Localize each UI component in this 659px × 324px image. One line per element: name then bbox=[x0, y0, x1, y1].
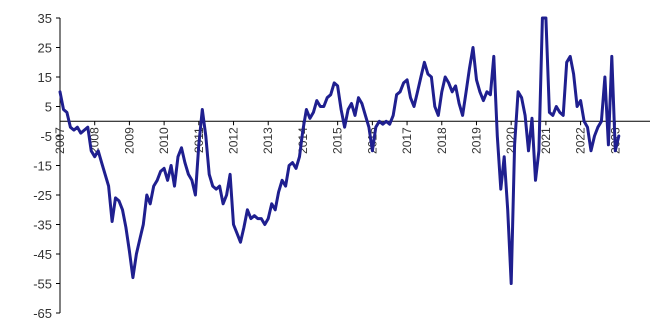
y-tick-label: 15 bbox=[38, 70, 52, 85]
y-tick-label: -65 bbox=[33, 306, 52, 321]
y-tick-label: -5 bbox=[40, 129, 52, 144]
x-tick-label: 2018 bbox=[435, 127, 449, 154]
x-tick-label: 2015 bbox=[331, 127, 345, 154]
x-tick-label: 2017 bbox=[400, 127, 414, 154]
x-tick-label: 2010 bbox=[157, 127, 171, 154]
y-tick-label: 25 bbox=[38, 41, 52, 56]
x-tick-label: 2009 bbox=[122, 127, 136, 154]
y-axis: 35 25 15 5 -5 -15 -25 -35 -45 -55 -65 bbox=[33, 11, 61, 321]
y-tick-label: -25 bbox=[33, 188, 52, 203]
y-tick-label: 5 bbox=[45, 100, 52, 115]
x-tick-label: 2007 bbox=[53, 127, 67, 154]
y-tick-label: -35 bbox=[33, 218, 52, 233]
series-lines bbox=[58, 16, 621, 285]
y-tick-label: 35 bbox=[38, 11, 52, 26]
x-tick-label: 2019 bbox=[469, 127, 483, 154]
y-tick-label: -15 bbox=[33, 159, 52, 174]
y-tick-label: -55 bbox=[33, 277, 52, 292]
x-tick-label: 2012 bbox=[227, 127, 241, 154]
y-tick-label: -45 bbox=[33, 247, 52, 262]
series-line bbox=[58, 16, 621, 285]
x-tick-label: 2022 bbox=[574, 127, 588, 154]
x-tick-label: 2013 bbox=[261, 127, 275, 154]
x-axis: 2007 2008 2009 2010 2011 2012 2013 2014 2015 2016… bbox=[53, 120, 650, 154]
x-tick-label: 2021 bbox=[539, 127, 553, 154]
